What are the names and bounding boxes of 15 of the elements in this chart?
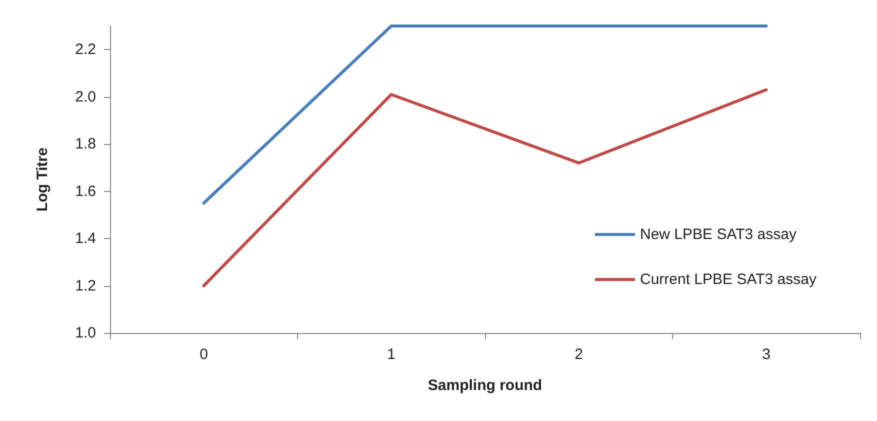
y-tick-label: 2.0	[75, 88, 96, 106]
x-tick-label: 3	[762, 346, 770, 363]
y-tick-label: 1.2	[75, 277, 96, 294]
y-tick-label: 1.0	[75, 324, 96, 342]
y-tick-label: 1.8	[75, 136, 96, 153]
x-tick-label: 0	[200, 346, 208, 363]
legend-label: Current LPBE SAT3 assay	[640, 271, 817, 288]
y-tick-label: 2.2	[75, 41, 96, 58]
x-axis-title: Sampling round	[428, 377, 542, 394]
y-tick-label: 1.6	[75, 182, 96, 200]
legend-label: New LPBE SAT3 assay	[640, 226, 797, 243]
x-tick-label: 1	[387, 346, 396, 363]
y-tick-label: 1.4	[75, 230, 96, 248]
x-tick-label: 2	[574, 346, 583, 363]
y-axis-title: Log Titre	[34, 148, 51, 212]
